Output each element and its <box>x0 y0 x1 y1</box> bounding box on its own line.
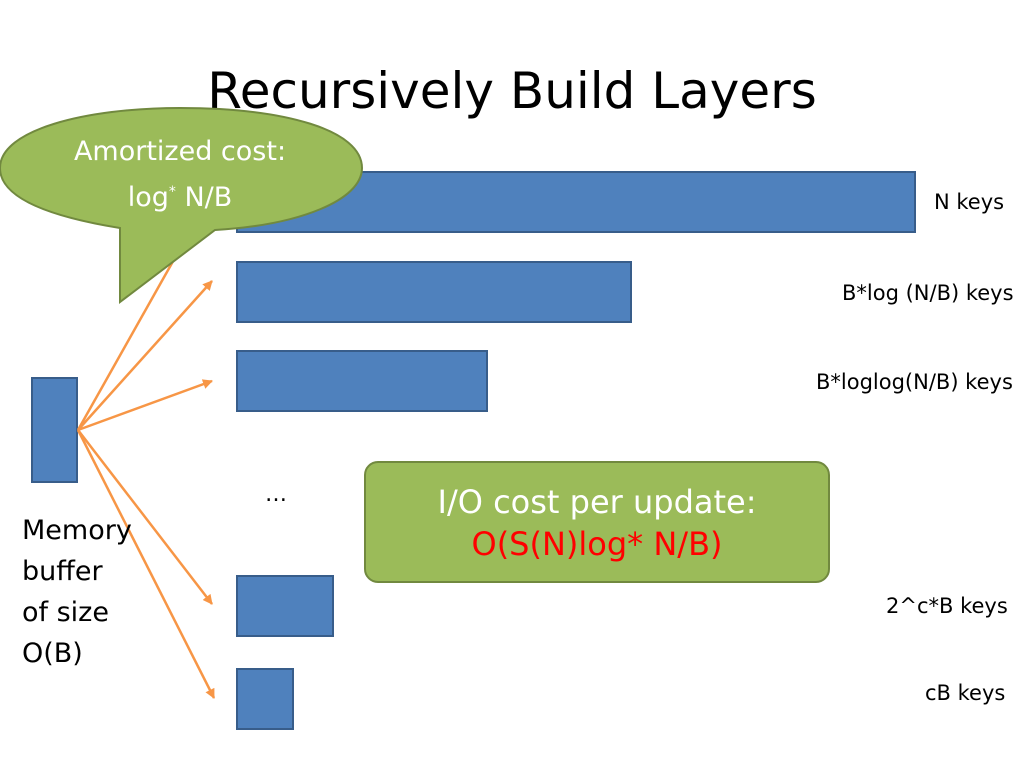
arrow-to-layer-cb <box>76 429 216 699</box>
arrow-to-layer-blog <box>77 280 213 431</box>
memory-buffer-label: Memory buffer of size O(B) <box>22 515 132 669</box>
callout-bubble <box>0 106 364 305</box>
io-cost-heading: I/O cost per update: <box>437 483 757 521</box>
layer-bar-cb <box>236 668 294 730</box>
arrow-to-layer-2cb <box>77 429 213 605</box>
layer-bar-2cb <box>236 575 334 637</box>
layer-label-cb: cB keys <box>925 681 1006 705</box>
layer-bar-blog <box>236 261 632 323</box>
memory-buffer-block <box>31 377 78 483</box>
callout-line1: Amortized cost: <box>73 136 287 167</box>
layer-bar-bloglog <box>236 350 488 412</box>
layer-label-n: N keys <box>934 190 1005 214</box>
callout-text: Amortized cost: log* N/B <box>30 132 330 218</box>
layer-label-2cb: 2^c*B keys <box>886 594 1008 618</box>
ellipsis: … <box>265 482 287 507</box>
arrow-to-layer-bloglog <box>77 379 213 432</box>
callout-line2: log* N/B <box>127 182 233 213</box>
io-cost-formula: O(S(N)log* N/B) <box>471 525 723 563</box>
layer-label-bloglog: B*loglog(N/B) keys <box>816 370 1013 394</box>
layer-label-blog: B*log (N/B) keys <box>842 281 1014 305</box>
slide-title: Recursively Build Layers <box>207 62 817 120</box>
io-cost-box: I/O cost per update: O(S(N)log* N/B) <box>364 461 830 583</box>
